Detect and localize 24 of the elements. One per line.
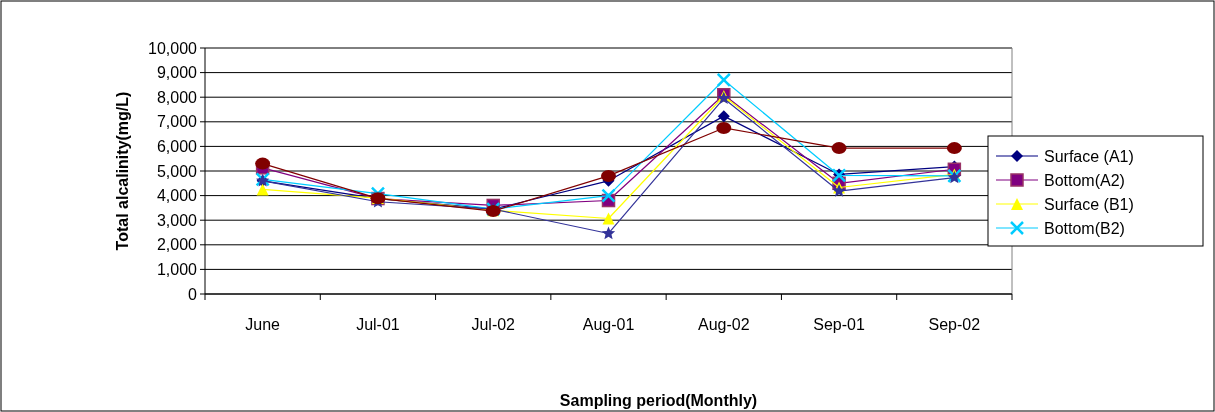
y-tick-label: 9,000 [156,64,198,82]
x-tick-label: Sep-02 [928,316,981,333]
legend-label: Bottom(A2) [1044,171,1125,189]
y-axis-title: Total alcalinity(mg/L) [114,91,131,251]
legend-label: Bottom(B2) [1044,219,1125,237]
y-tick-label: 10,000 [148,39,198,57]
x-tick-label: June [245,316,281,333]
x-tick-label: Sep-01 [813,316,865,333]
legend-label: Surface (B1) [1044,195,1134,213]
y-tick-label: 0 [188,285,198,303]
y-tick-label: 8,000 [156,88,198,106]
x-tick-label: Aug-02 [697,316,750,333]
legend-label: Surface (A1) [1044,147,1134,165]
x-tick-label: Jul-01 [356,316,400,333]
x-tick-label: Aug-01 [582,316,635,333]
x-tick-label: Jul-02 [471,316,516,333]
y-tick-label: 4,000 [156,187,198,205]
y-tick-label: 3,000 [156,211,198,229]
y-tick-label: 5,000 [156,162,198,180]
x-axis-title: Sampling period(Monthly) [559,392,758,409]
y-tick-label: 2,000 [156,236,198,254]
y-tick-label: 7,000 [156,113,198,131]
y-tick-label: 6,000 [156,138,198,155]
y-tick-label: 1,000 [156,261,198,278]
